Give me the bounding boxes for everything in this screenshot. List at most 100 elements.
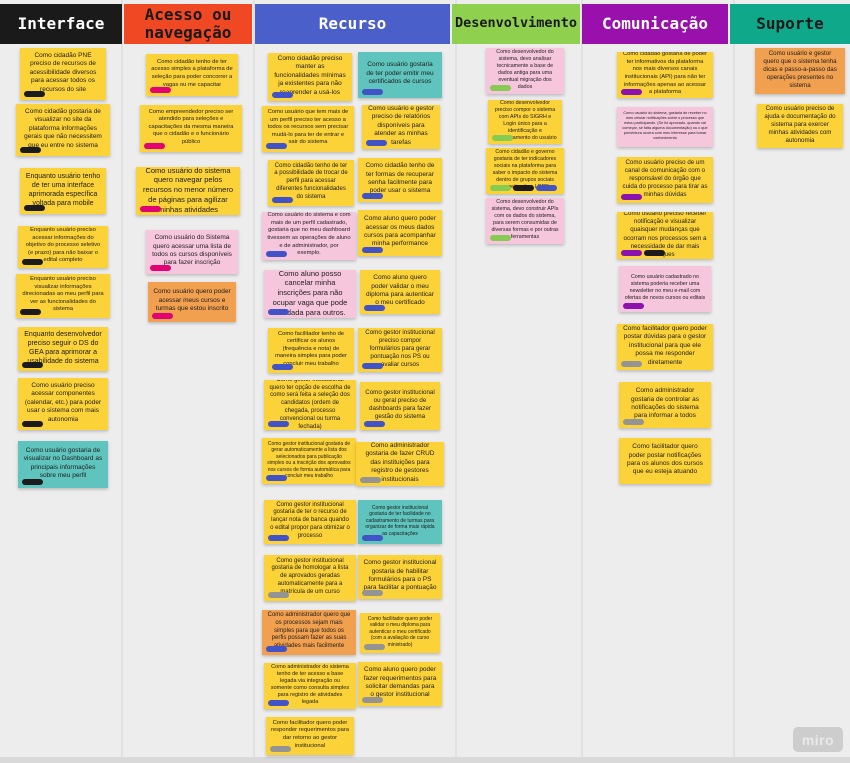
sticky-note-text: Como cidadão gostaria de poder ter infor… <box>622 52 708 96</box>
column-header-interface[interactable]: Interface <box>0 4 122 44</box>
sticky-note[interactable]: Como gestor institucional ou geral preci… <box>360 382 440 430</box>
sticky-note[interactable]: Como gestor institucional preciso compor… <box>358 328 442 372</box>
sticky-note[interactable]: Como aluno posso cancelar minha inscriçõ… <box>264 270 356 318</box>
column-header-suporte[interactable]: Suporte <box>730 4 850 44</box>
sticky-note[interactable]: Como cidadão tenho de ter formas de recu… <box>358 158 442 202</box>
sticky-note[interactable]: Como cidadão preciso manter as funcional… <box>268 53 352 101</box>
sticky-note[interactable]: Como facilitador quero poder responder r… <box>266 717 354 755</box>
sticky-note[interactable]: Como gestor institucional gostaria de te… <box>264 500 356 544</box>
tag-row <box>268 535 289 541</box>
sticky-note[interactable]: Como facilitador quero poder validar o m… <box>360 613 440 653</box>
sticky-note[interactable]: Como desenvolvedor do sistema, devo anal… <box>486 48 564 94</box>
sticky-note[interactable]: Como gestor institucional gostaria de ha… <box>358 555 442 599</box>
sticky-note-text: Como administrador gostaria de controlar… <box>631 387 699 420</box>
sticky-note[interactable]: Enquanto usuário preciso visualizar info… <box>16 274 110 318</box>
tag-row <box>272 197 293 203</box>
sticky-note-text: Enquanto desenvolvedor preciso seguir o … <box>24 330 102 366</box>
tag-green <box>490 85 511 91</box>
column-header-recurso[interactable]: Recurso <box>255 4 450 44</box>
tag-row <box>364 644 385 650</box>
sticky-note[interactable]: Como usuário e gestor preciso de relatór… <box>362 105 440 149</box>
tag-magenta <box>152 313 173 319</box>
sticky-note[interactable]: Enquanto desenvolvedor preciso seguir o … <box>18 327 108 371</box>
sticky-note[interactable]: Como gestor institucional gostaria de ho… <box>264 555 356 601</box>
sticky-note-text: Como usuário do sistema, gostaria de rec… <box>622 111 708 140</box>
sticky-note[interactable]: Como usuário do sistema quero navegar pe… <box>136 167 240 215</box>
sticky-note[interactable]: Como usuário gostaria de visualizar no D… <box>18 441 108 488</box>
column-header-desenvolvimento[interactable]: Desenvolvimento <box>452 4 580 44</box>
sticky-note[interactable]: Como usuário e gestor quero que o sistem… <box>755 48 845 94</box>
sticky-note[interactable]: Como cidadão PNE preciso de recursos de … <box>20 48 106 100</box>
sticky-note[interactable]: Como gestor institucional gostaria de ge… <box>262 438 356 484</box>
sticky-note-text: Como gestor institucional gostaria de te… <box>270 501 350 539</box>
sticky-note[interactable]: Como usuário quero poder acessar meus cu… <box>148 282 236 322</box>
tag-purple <box>621 250 642 256</box>
sticky-note[interactable]: Como administrador do sistema tenho de t… <box>264 663 356 709</box>
sticky-note[interactable]: Enquanto usuário preciso acessar informa… <box>18 226 108 268</box>
tag-gray <box>362 697 383 703</box>
sticky-note-text: Como aluno quero poder validar o meu dip… <box>366 274 434 307</box>
sticky-note-text: Como cidadão tenho de ter a possibilidad… <box>274 162 348 200</box>
sticky-note[interactable]: Como usuário preciso de um canal de comu… <box>617 157 713 203</box>
sticky-note-text: Como cidadão tenho de ter acesso simples… <box>151 58 233 88</box>
sticky-note-text: Como usuário do sistema quero navegar pe… <box>142 167 234 214</box>
tag-row <box>22 362 43 368</box>
sticky-note[interactable]: Como usuário preciso receber notificação… <box>617 212 713 259</box>
sticky-note-text: Como gestor institucional preciso compor… <box>365 328 435 369</box>
tag-row <box>362 590 383 596</box>
sticky-note[interactable]: Como usuário que tem mais de um perfil p… <box>262 106 354 152</box>
sticky-note[interactable]: Como facilitador tenho de certificar os … <box>268 328 354 373</box>
tag-row <box>266 646 287 652</box>
tag-row <box>268 700 289 706</box>
sticky-note[interactable]: Como empreendedor preciso ser atendido p… <box>140 105 242 152</box>
sticky-note[interactable]: Como administrador gostaria de controlar… <box>619 382 711 428</box>
tag-row <box>152 313 173 319</box>
sticky-note[interactable]: Como usuário do Sistema quero acessar um… <box>146 230 238 274</box>
sticky-note-text: Como usuário preciso receber notificação… <box>623 212 707 258</box>
tag-row <box>621 250 665 256</box>
sticky-note[interactable]: Como usuário do sistema, gostaria de rec… <box>617 107 713 147</box>
miro-watermark[interactable]: miro <box>793 727 843 752</box>
sticky-note[interactable]: Como usuário cadastrado no sistema poder… <box>619 266 711 312</box>
tag-blue <box>362 363 383 369</box>
sticky-note[interactable]: Como cidadão gostaria de visualizar no s… <box>16 104 110 156</box>
sticky-note-text: Como desenvolvedor do sistema, devo cons… <box>491 199 559 240</box>
tag-row <box>621 194 642 200</box>
tag-row <box>266 475 287 481</box>
tag-purple <box>623 303 644 309</box>
sticky-note[interactable]: Como aluno quero poder acessar os meus d… <box>358 210 442 256</box>
column-header-acesso-ou-navegacao[interactable]: Acesso ou navegação <box>124 4 252 44</box>
tag-blue <box>362 535 383 541</box>
tag-row <box>144 143 165 149</box>
sticky-note[interactable]: Como aluno quero poder validar o meu dip… <box>360 270 440 314</box>
sticky-note[interactable]: Como usuário preciso de ajuda e document… <box>757 104 843 148</box>
sticky-note[interactable]: Como desenvolvedor do sistema, devo cons… <box>486 198 564 244</box>
sticky-note[interactable]: Como usuário gostaria de ter poder emiti… <box>358 52 442 98</box>
tag-black <box>24 205 45 211</box>
sticky-note[interactable]: Como gestor institucional gostaria de te… <box>358 500 442 544</box>
sticky-note[interactable]: Como administrador gostaria de fazer CRU… <box>356 442 444 486</box>
sticky-note-text: Como cidadão gostaria de visualizar no s… <box>24 107 102 149</box>
sticky-note[interactable]: Como cidadão tenho de ter a possibilidad… <box>268 160 354 206</box>
sticky-note[interactable]: Como facilitador quero poder postar noti… <box>619 438 711 484</box>
tag-blue <box>272 197 293 203</box>
tag-row <box>24 91 45 97</box>
tag-row <box>272 364 293 370</box>
sticky-note[interactable]: Como facilitador quero poder postar dúvi… <box>617 324 713 370</box>
sticky-note[interactable]: Enquanto usuário tenho de ter uma interf… <box>20 168 106 214</box>
tag-magenta <box>150 265 171 271</box>
sticky-note[interactable]: Como aluno quero poder fazer requeriment… <box>358 662 442 706</box>
sticky-note[interactable]: Como cidadão e governo gostaria de ter i… <box>486 148 564 194</box>
sticky-note[interactable]: Como cidadão tenho de ter acesso simples… <box>146 54 238 96</box>
tag-row <box>490 185 557 191</box>
sticky-note-text: Como usuário do sistema e com mais de um… <box>267 212 351 257</box>
sticky-note-text: Como gestor institucional gostaria de te… <box>365 504 435 537</box>
column-header-comunicacao[interactable]: Comunicação <box>582 4 728 44</box>
sticky-note[interactable]: Como gestor institucional quero ter opçã… <box>264 380 356 430</box>
sticky-note-text: Como aluno posso cancelar minha inscriçõ… <box>272 270 348 317</box>
sticky-note[interactable]: Como administrador quero que os processo… <box>262 610 356 655</box>
sticky-note[interactable]: Como usuário preciso acessar componentes… <box>18 378 108 430</box>
sticky-note[interactable]: Como cidadão gostaria de poder ter infor… <box>617 52 713 98</box>
sticky-note[interactable]: Como desenvolvedor preciso compor o sist… <box>488 100 562 144</box>
sticky-note[interactable]: Como usuário do sistema e com mais de um… <box>262 212 356 260</box>
